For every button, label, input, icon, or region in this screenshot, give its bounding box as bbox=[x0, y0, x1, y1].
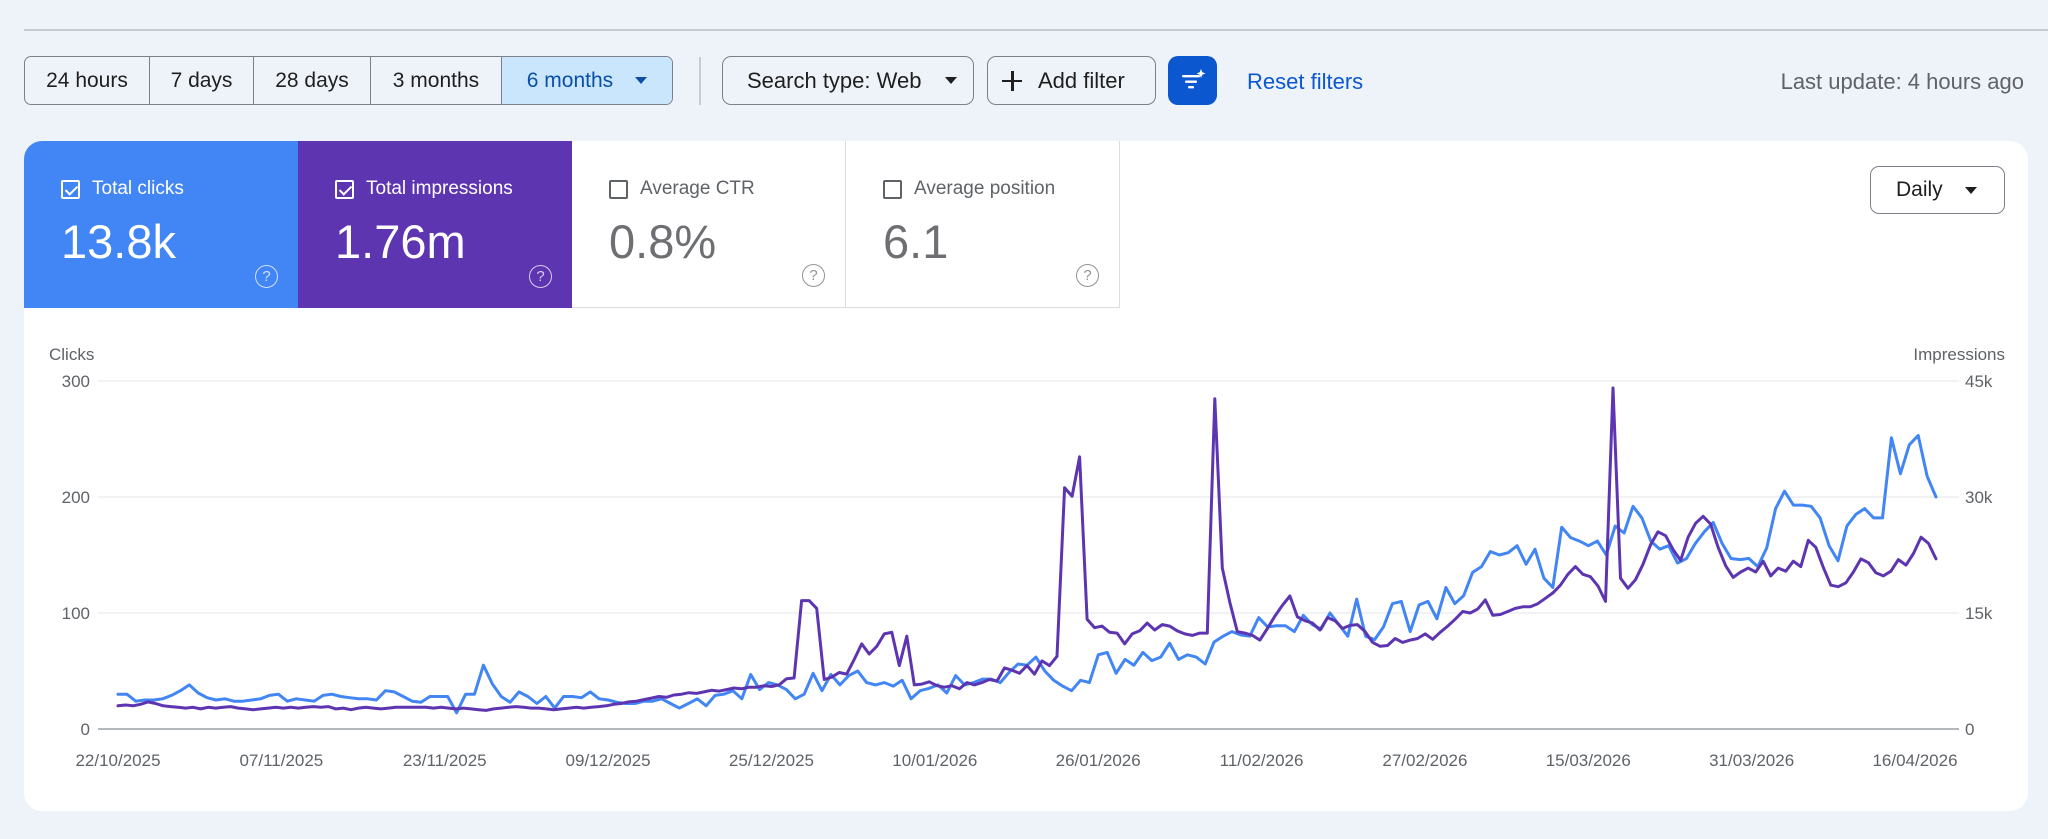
filter-sparkle-icon bbox=[1181, 68, 1205, 88]
chevron-down-icon bbox=[945, 77, 958, 84]
top-divider bbox=[24, 29, 2048, 31]
toolbar: 24 hours 7 days 28 days 3 months 6 month… bbox=[24, 56, 2024, 106]
x-tick-label: 10/01/2026 bbox=[892, 751, 977, 770]
toolbar-divider bbox=[699, 57, 701, 105]
x-tick-label: 26/01/2026 bbox=[1056, 751, 1141, 770]
x-tick-label: 31/03/2026 bbox=[1709, 751, 1794, 770]
plus-icon bbox=[1002, 70, 1022, 91]
add-filter-label: Add filter bbox=[1038, 67, 1125, 93]
granularity-label: Daily bbox=[1896, 178, 1943, 201]
y-right-tick-label: 45k bbox=[1965, 372, 1993, 391]
range-24-hours[interactable]: 24 hours bbox=[25, 57, 150, 104]
add-filter-button[interactable]: Add filter bbox=[987, 56, 1156, 105]
impressions-series-line bbox=[116, 386, 1938, 712]
metric-average-ctr[interactable]: Average CTR 0.8% ? bbox=[572, 141, 846, 308]
checkbox-checked-icon[interactable] bbox=[61, 179, 80, 199]
range-6-months[interactable]: 6 months bbox=[502, 57, 672, 104]
help-circle-icon[interactable]: ? bbox=[255, 265, 278, 288]
range-3-months[interactable]: 3 months bbox=[371, 57, 502, 104]
checkbox-checked-icon[interactable] bbox=[335, 179, 354, 199]
right-axis-label: Impressions bbox=[1913, 345, 2005, 364]
metric-label: Total impressions bbox=[366, 178, 513, 199]
checkbox-unchecked-icon[interactable] bbox=[609, 179, 628, 199]
metric-total-impressions[interactable]: Total impressions 1.76m ? bbox=[298, 141, 572, 308]
search-type-dropdown[interactable]: Search type: Web bbox=[722, 56, 974, 105]
x-tick-label: 16/04/2026 bbox=[1872, 751, 1957, 770]
metric-value: 6.1 bbox=[883, 215, 949, 268]
chevron-down-icon bbox=[1964, 186, 1977, 194]
metric-value: 13.8k bbox=[61, 215, 176, 268]
x-tick-label: 27/02/2026 bbox=[1382, 751, 1467, 770]
metric-average-position[interactable]: Average position 6.1 ? bbox=[846, 141, 1120, 308]
help-circle-icon[interactable]: ? bbox=[529, 265, 552, 288]
x-tick-label: 11/02/2026 bbox=[1220, 751, 1304, 770]
last-update-text: Last update: 4 hours ago bbox=[1780, 69, 2024, 94]
metric-value: 0.8% bbox=[609, 215, 717, 268]
y-left-tick-label: 300 bbox=[62, 372, 90, 391]
x-tick-label: 25/12/2025 bbox=[729, 751, 814, 770]
range-7-days[interactable]: 7 days bbox=[150, 57, 254, 104]
range-6-months-label: 6 months bbox=[526, 68, 614, 92]
x-tick-label: 09/12/2025 bbox=[566, 751, 651, 770]
reset-filters-link[interactable]: Reset filters bbox=[1247, 69, 1364, 94]
y-right-tick-label: 0 bbox=[1965, 720, 1974, 739]
performance-card: Total clicks 13.8k ? Total impressions 1… bbox=[24, 141, 2028, 811]
y-left-tick-label: 0 bbox=[81, 720, 90, 739]
chevron-down-icon bbox=[635, 77, 648, 84]
x-tick-label: 15/03/2026 bbox=[1546, 751, 1631, 770]
y-right-tick-label: 30k bbox=[1965, 488, 1993, 507]
date-range-selector: 24 hours 7 days 28 days 3 months 6 month… bbox=[24, 56, 673, 105]
left-axis-label: Clicks bbox=[49, 345, 94, 364]
metric-label: Total clicks bbox=[92, 178, 184, 199]
x-tick-label: 23/11/2025 bbox=[403, 751, 487, 770]
y-right-tick-label: 15k bbox=[1965, 604, 1993, 623]
metric-label: Average CTR bbox=[640, 178, 755, 199]
help-circle-icon[interactable]: ? bbox=[1076, 264, 1099, 287]
range-28-days[interactable]: 28 days bbox=[254, 57, 371, 104]
x-tick-label: 07/11/2025 bbox=[239, 751, 323, 770]
help-circle-icon[interactable]: ? bbox=[802, 264, 825, 287]
granularity-dropdown[interactable]: Daily bbox=[1870, 166, 2005, 214]
y-left-tick-label: 100 bbox=[62, 604, 90, 623]
metric-total-clicks[interactable]: Total clicks 13.8k ? bbox=[24, 141, 298, 308]
filter-sparkle-button[interactable] bbox=[1168, 56, 1217, 105]
metric-value: 1.76m bbox=[335, 215, 466, 268]
metric-label: Average position bbox=[914, 178, 1056, 199]
search-type-label: Search type: Web bbox=[747, 67, 922, 93]
y-left-tick-label: 200 bbox=[62, 488, 90, 507]
checkbox-unchecked-icon[interactable] bbox=[883, 179, 902, 199]
clicks-series-line bbox=[116, 434, 1938, 715]
performance-chart: Clicks Impressions 0 0 100 15k 200 30k 300 45k 2… bbox=[49, 345, 2005, 770]
x-tick-label: 22/10/2025 bbox=[75, 751, 160, 770]
